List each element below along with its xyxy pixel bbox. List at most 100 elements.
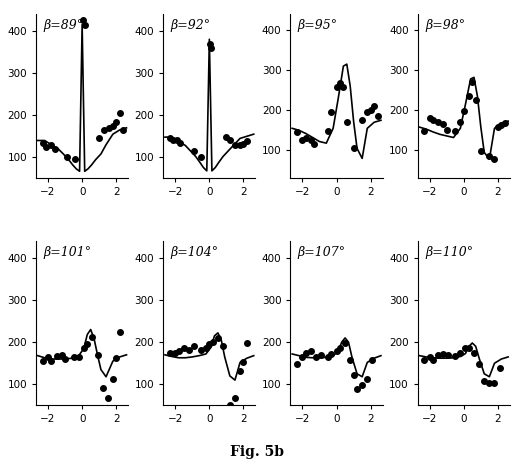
Point xyxy=(47,357,56,365)
Point xyxy=(169,137,178,144)
Point xyxy=(171,349,179,356)
Point xyxy=(243,137,251,145)
Point xyxy=(302,349,310,356)
Point xyxy=(480,377,488,385)
Point xyxy=(465,92,473,100)
Point xyxy=(70,353,78,361)
Point xyxy=(367,107,375,114)
Point xyxy=(336,345,344,352)
Point xyxy=(58,351,66,358)
Point xyxy=(350,371,358,379)
Text: β=110°: β=110° xyxy=(425,246,473,259)
Point xyxy=(75,353,83,361)
Point xyxy=(166,349,174,356)
Point xyxy=(456,349,465,356)
Point xyxy=(341,339,349,347)
Point xyxy=(324,353,332,361)
Point xyxy=(439,121,448,128)
Point xyxy=(190,343,198,350)
Point xyxy=(115,110,124,117)
Point xyxy=(307,348,315,355)
Point xyxy=(115,328,124,336)
Point xyxy=(197,154,205,161)
Point xyxy=(310,141,318,148)
Point xyxy=(470,349,478,356)
Point xyxy=(98,384,107,391)
Point xyxy=(490,380,499,387)
Point xyxy=(312,353,320,361)
Point xyxy=(451,127,459,135)
Point xyxy=(93,351,101,358)
Point xyxy=(328,109,336,116)
Point xyxy=(190,147,198,155)
Text: β=98°: β=98° xyxy=(425,19,465,32)
Point xyxy=(119,126,127,134)
Point xyxy=(373,113,382,120)
Point xyxy=(239,140,248,148)
Point xyxy=(236,141,244,149)
Point xyxy=(497,122,505,129)
Point xyxy=(475,360,483,368)
Point xyxy=(434,118,442,126)
Text: Fig. 5b: Fig. 5b xyxy=(231,445,284,459)
Point xyxy=(226,137,234,144)
Point xyxy=(333,83,341,91)
Point xyxy=(44,353,52,361)
Point xyxy=(112,355,121,362)
Point xyxy=(104,394,112,402)
Point xyxy=(358,382,366,389)
Point xyxy=(79,17,87,24)
Point xyxy=(236,367,244,375)
Point xyxy=(80,21,89,28)
Point xyxy=(472,96,480,104)
Point xyxy=(425,353,434,361)
Point xyxy=(461,345,470,352)
Point xyxy=(39,139,47,146)
Point xyxy=(342,118,351,126)
Point xyxy=(109,376,117,383)
Point xyxy=(442,127,451,134)
Point xyxy=(425,115,434,122)
Point xyxy=(444,351,453,358)
Point xyxy=(197,346,205,354)
Point xyxy=(439,350,448,358)
Point xyxy=(336,79,344,87)
Point xyxy=(460,107,468,115)
Point xyxy=(80,345,88,352)
Point xyxy=(429,116,437,124)
Point xyxy=(202,345,210,352)
Point xyxy=(226,401,234,408)
Point xyxy=(429,356,437,363)
Point xyxy=(239,359,248,366)
Point xyxy=(363,109,371,116)
Point xyxy=(494,123,502,131)
Point xyxy=(307,137,315,144)
Text: β=95°: β=95° xyxy=(298,19,338,32)
Point xyxy=(176,139,184,146)
Point xyxy=(465,345,473,352)
Text: β=89°: β=89° xyxy=(43,19,83,32)
Point xyxy=(485,153,493,160)
Point xyxy=(231,141,239,149)
Point xyxy=(71,156,79,163)
Point xyxy=(39,357,47,365)
Point xyxy=(47,141,56,149)
Point xyxy=(106,124,114,131)
Point xyxy=(302,135,310,142)
Text: β=101°: β=101° xyxy=(43,246,92,259)
Point xyxy=(95,135,104,142)
Point xyxy=(368,356,376,363)
Point xyxy=(214,334,222,342)
Point xyxy=(468,78,476,86)
Point xyxy=(243,339,251,347)
Point xyxy=(293,129,301,136)
Text: β=104°: β=104° xyxy=(170,246,219,259)
Point xyxy=(434,351,442,358)
Point xyxy=(477,147,485,155)
Point xyxy=(50,145,59,153)
Point xyxy=(485,380,493,387)
Point xyxy=(205,341,213,348)
Point xyxy=(42,143,50,151)
Point xyxy=(83,341,91,348)
Point xyxy=(207,44,215,51)
